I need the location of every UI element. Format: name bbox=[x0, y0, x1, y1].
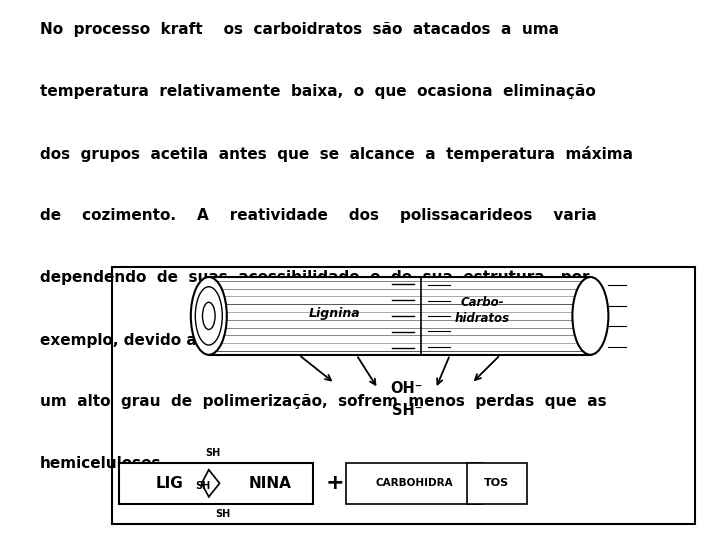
Text: temperatura  relativamente  baixa,  o  que  ocasiona  eliminação: temperatura relativamente baixa, o que o… bbox=[40, 84, 595, 99]
Text: SH: SH bbox=[195, 481, 211, 491]
FancyBboxPatch shape bbox=[112, 267, 695, 524]
Text: NINA: NINA bbox=[248, 476, 292, 491]
Text: OH⁻: OH⁻ bbox=[390, 381, 423, 396]
Text: exemplo, devido a que a celulose é de natureza cristalina e tem: exemplo, devido a que a celulose é de na… bbox=[40, 332, 588, 348]
Text: um  alto  grau  de  polimerização,  sofrem  menos  perdas  que  as: um alto grau de polimerização, sofrem me… bbox=[40, 394, 606, 409]
Text: +: + bbox=[325, 473, 344, 494]
FancyBboxPatch shape bbox=[467, 463, 527, 503]
FancyBboxPatch shape bbox=[119, 463, 313, 503]
Text: CARBOHIDRA: CARBOHIDRA bbox=[375, 478, 453, 488]
Text: LIG: LIG bbox=[156, 476, 183, 491]
FancyBboxPatch shape bbox=[346, 463, 482, 503]
Text: dos  grupos  acetila  antes  que  se  alcance  a  temperatura  máxima: dos grupos acetila antes que se alcance … bbox=[40, 146, 633, 162]
Text: TOS: TOS bbox=[485, 478, 509, 488]
Ellipse shape bbox=[195, 287, 222, 345]
Text: Carbo-
hidratos: Carbo- hidratos bbox=[455, 296, 510, 325]
Text: de    cozimento.    A    reatividade    dos    polissacarideos    varia: de cozimento. A reatividade dos polissac… bbox=[40, 208, 596, 223]
Text: dependendo  de  suas  acessibilidade  e  de  sua  estrutura,  por: dependendo de suas acessibilidade e de s… bbox=[40, 270, 589, 285]
Bar bbox=[209, 277, 590, 355]
Ellipse shape bbox=[202, 302, 215, 329]
Ellipse shape bbox=[191, 277, 227, 355]
Text: SH⁻: SH⁻ bbox=[392, 403, 422, 418]
Text: No  processo  kraft    os  carboidratos  são  atacados  a  uma: No processo kraft os carboidratos são at… bbox=[40, 22, 559, 37]
Text: SH: SH bbox=[215, 509, 231, 519]
Ellipse shape bbox=[572, 277, 608, 355]
Text: hemiceluloses.: hemiceluloses. bbox=[40, 456, 167, 471]
Text: Lignina: Lignina bbox=[309, 307, 361, 320]
Text: SH: SH bbox=[204, 448, 220, 458]
